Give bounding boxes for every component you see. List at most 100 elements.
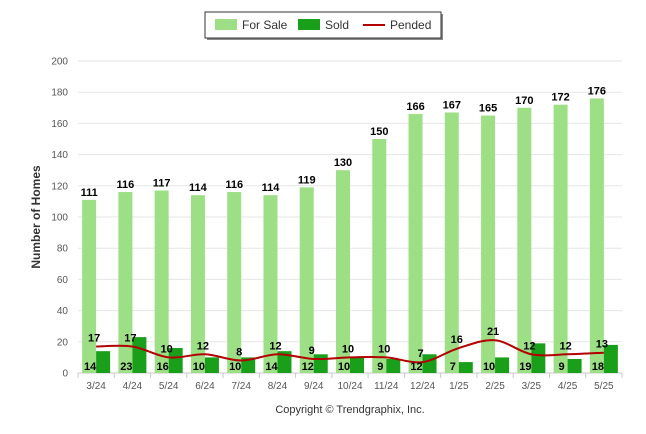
- x-tick-label: 4/25: [558, 381, 578, 392]
- legend-box: [204, 11, 442, 39]
- data-label-pended: 12: [269, 340, 281, 352]
- pended-line-path: [96, 339, 604, 364]
- bar-for-sale: [481, 115, 496, 373]
- y-tick-label: 0: [62, 369, 68, 380]
- data-label-pended: 12: [559, 340, 571, 352]
- x-axis: 3/24 4/24 5/24 6/24 7/24 8/24 9/24 10/24 11/24 12…: [77, 373, 623, 392]
- x-tick-label: 12/24: [410, 381, 435, 392]
- data-label-for-sale: 117: [153, 177, 171, 189]
- data-label-sold: 19: [519, 361, 531, 373]
- y-tick-label: 140: [51, 150, 68, 161]
- data-label-sold: 10: [483, 361, 495, 373]
- data-label-for-sale: 172: [551, 92, 569, 104]
- data-label-pended: 9: [309, 345, 315, 357]
- bar-for-sale: [299, 187, 314, 373]
- legend-swatch-for-sale: [215, 19, 237, 30]
- data-label-sold: 14: [84, 361, 97, 373]
- bar-sold: [313, 354, 328, 373]
- bar-for-sale: [263, 195, 278, 373]
- data-label-for-sale: 114: [189, 182, 208, 194]
- y-tick-label: 20: [57, 337, 69, 348]
- data-label-sold: 9: [559, 361, 565, 373]
- x-tick-label: 3/25: [522, 381, 542, 392]
- data-label-pended: 13: [596, 339, 608, 351]
- data-label-pended: 12: [523, 340, 535, 352]
- bar-for-sale: [82, 199, 97, 373]
- data-label-for-sale: 116: [225, 179, 243, 191]
- data-label-sold: 12: [302, 361, 314, 373]
- y-tick-label: 120: [51, 181, 68, 192]
- data-label-for-sale: 119: [298, 174, 316, 186]
- y-tick-label: 40: [57, 306, 69, 317]
- x-tick-label: 11/24: [374, 381, 399, 392]
- bar-for-sale: [154, 190, 169, 373]
- x-tick-label: 2/25: [485, 381, 505, 392]
- bar-sold: [495, 357, 510, 373]
- data-label-pended: 12: [197, 340, 209, 352]
- y-axis: 0 20 40 60 80 100 120 140 160 180 200: [51, 57, 68, 380]
- bar-sold: [350, 357, 364, 373]
- data-label-pended: 17: [88, 332, 100, 344]
- y-tick-label: 180: [51, 88, 68, 99]
- data-labels: 111 14 116 23 117 16 114 10 116 10 114 14 119 12 130 10…: [81, 85, 608, 373]
- legend-label-sold: Sold: [325, 18, 349, 32]
- data-label-for-sale: 111: [81, 187, 98, 199]
- data-label-for-sale: 116: [117, 179, 135, 191]
- copyright: Copyright © Trendgraphix, Inc.: [275, 404, 424, 416]
- legend-swatch-sold: [298, 19, 320, 30]
- data-label-sold: 12: [410, 361, 422, 373]
- x-tick-label: 9/24: [304, 381, 324, 392]
- bar-sold: [168, 348, 183, 373]
- x-tick-label: 8/24: [268, 381, 288, 392]
- data-label-pended: 10: [161, 343, 173, 355]
- bar-for-sale: [553, 104, 568, 374]
- data-label-pended: 16: [451, 334, 463, 346]
- bar-for-sale: [118, 192, 133, 373]
- data-label-pended: 7: [417, 348, 423, 360]
- data-label-pended: 10: [342, 343, 354, 355]
- bar-for-sale: [227, 192, 242, 373]
- bars: [82, 98, 618, 374]
- data-label-sold: 10: [338, 361, 350, 373]
- x-tick-label: 3/24: [86, 381, 106, 392]
- pended-line: [96, 339, 604, 364]
- bar-sold: [531, 343, 546, 373]
- data-label-for-sale: 170: [515, 95, 533, 107]
- data-label-for-sale: 166: [406, 101, 424, 113]
- data-label-pended: 17: [124, 332, 136, 344]
- data-label-sold: 14: [265, 361, 278, 373]
- data-label-sold: 10: [193, 361, 205, 373]
- bar-for-sale: [408, 114, 423, 373]
- data-label-for-sale: 114: [262, 182, 281, 194]
- bar-sold: [132, 337, 147, 373]
- data-label-for-sale: 130: [334, 157, 352, 169]
- data-label-pended: 8: [236, 347, 242, 359]
- data-label-pended: 10: [378, 343, 390, 355]
- bar-sold: [603, 344, 618, 373]
- bar-sold: [567, 358, 582, 373]
- data-label-sold: 10: [229, 361, 241, 373]
- data-label-sold: 9: [377, 361, 383, 373]
- legend-label-pended: Pended: [390, 18, 431, 32]
- data-label-for-sale: 176: [588, 85, 606, 97]
- bar-for-sale: [190, 195, 205, 373]
- bar-sold: [386, 358, 401, 373]
- legend: For Sale Sold Pended: [204, 11, 443, 40]
- y-tick-label: 60: [57, 275, 69, 286]
- data-label-sold: 16: [157, 361, 169, 373]
- data-label-sold: 18: [592, 361, 604, 373]
- x-tick-label: 7/24: [231, 381, 251, 392]
- y-tick-label: 160: [51, 119, 68, 130]
- data-label-sold: 7: [450, 361, 456, 373]
- x-tick-label: 1/25: [449, 381, 469, 392]
- bar-for-sale: [589, 98, 604, 373]
- bar-for-sale: [336, 170, 350, 373]
- bar-for-sale: [444, 112, 459, 373]
- bar-for-sale: [372, 139, 387, 373]
- y-axis-label: Number of Homes: [29, 165, 43, 269]
- bar-sold: [422, 354, 437, 373]
- data-label-for-sale: 150: [370, 126, 388, 138]
- data-label-for-sale: 165: [479, 103, 497, 115]
- bar-sold: [204, 357, 219, 373]
